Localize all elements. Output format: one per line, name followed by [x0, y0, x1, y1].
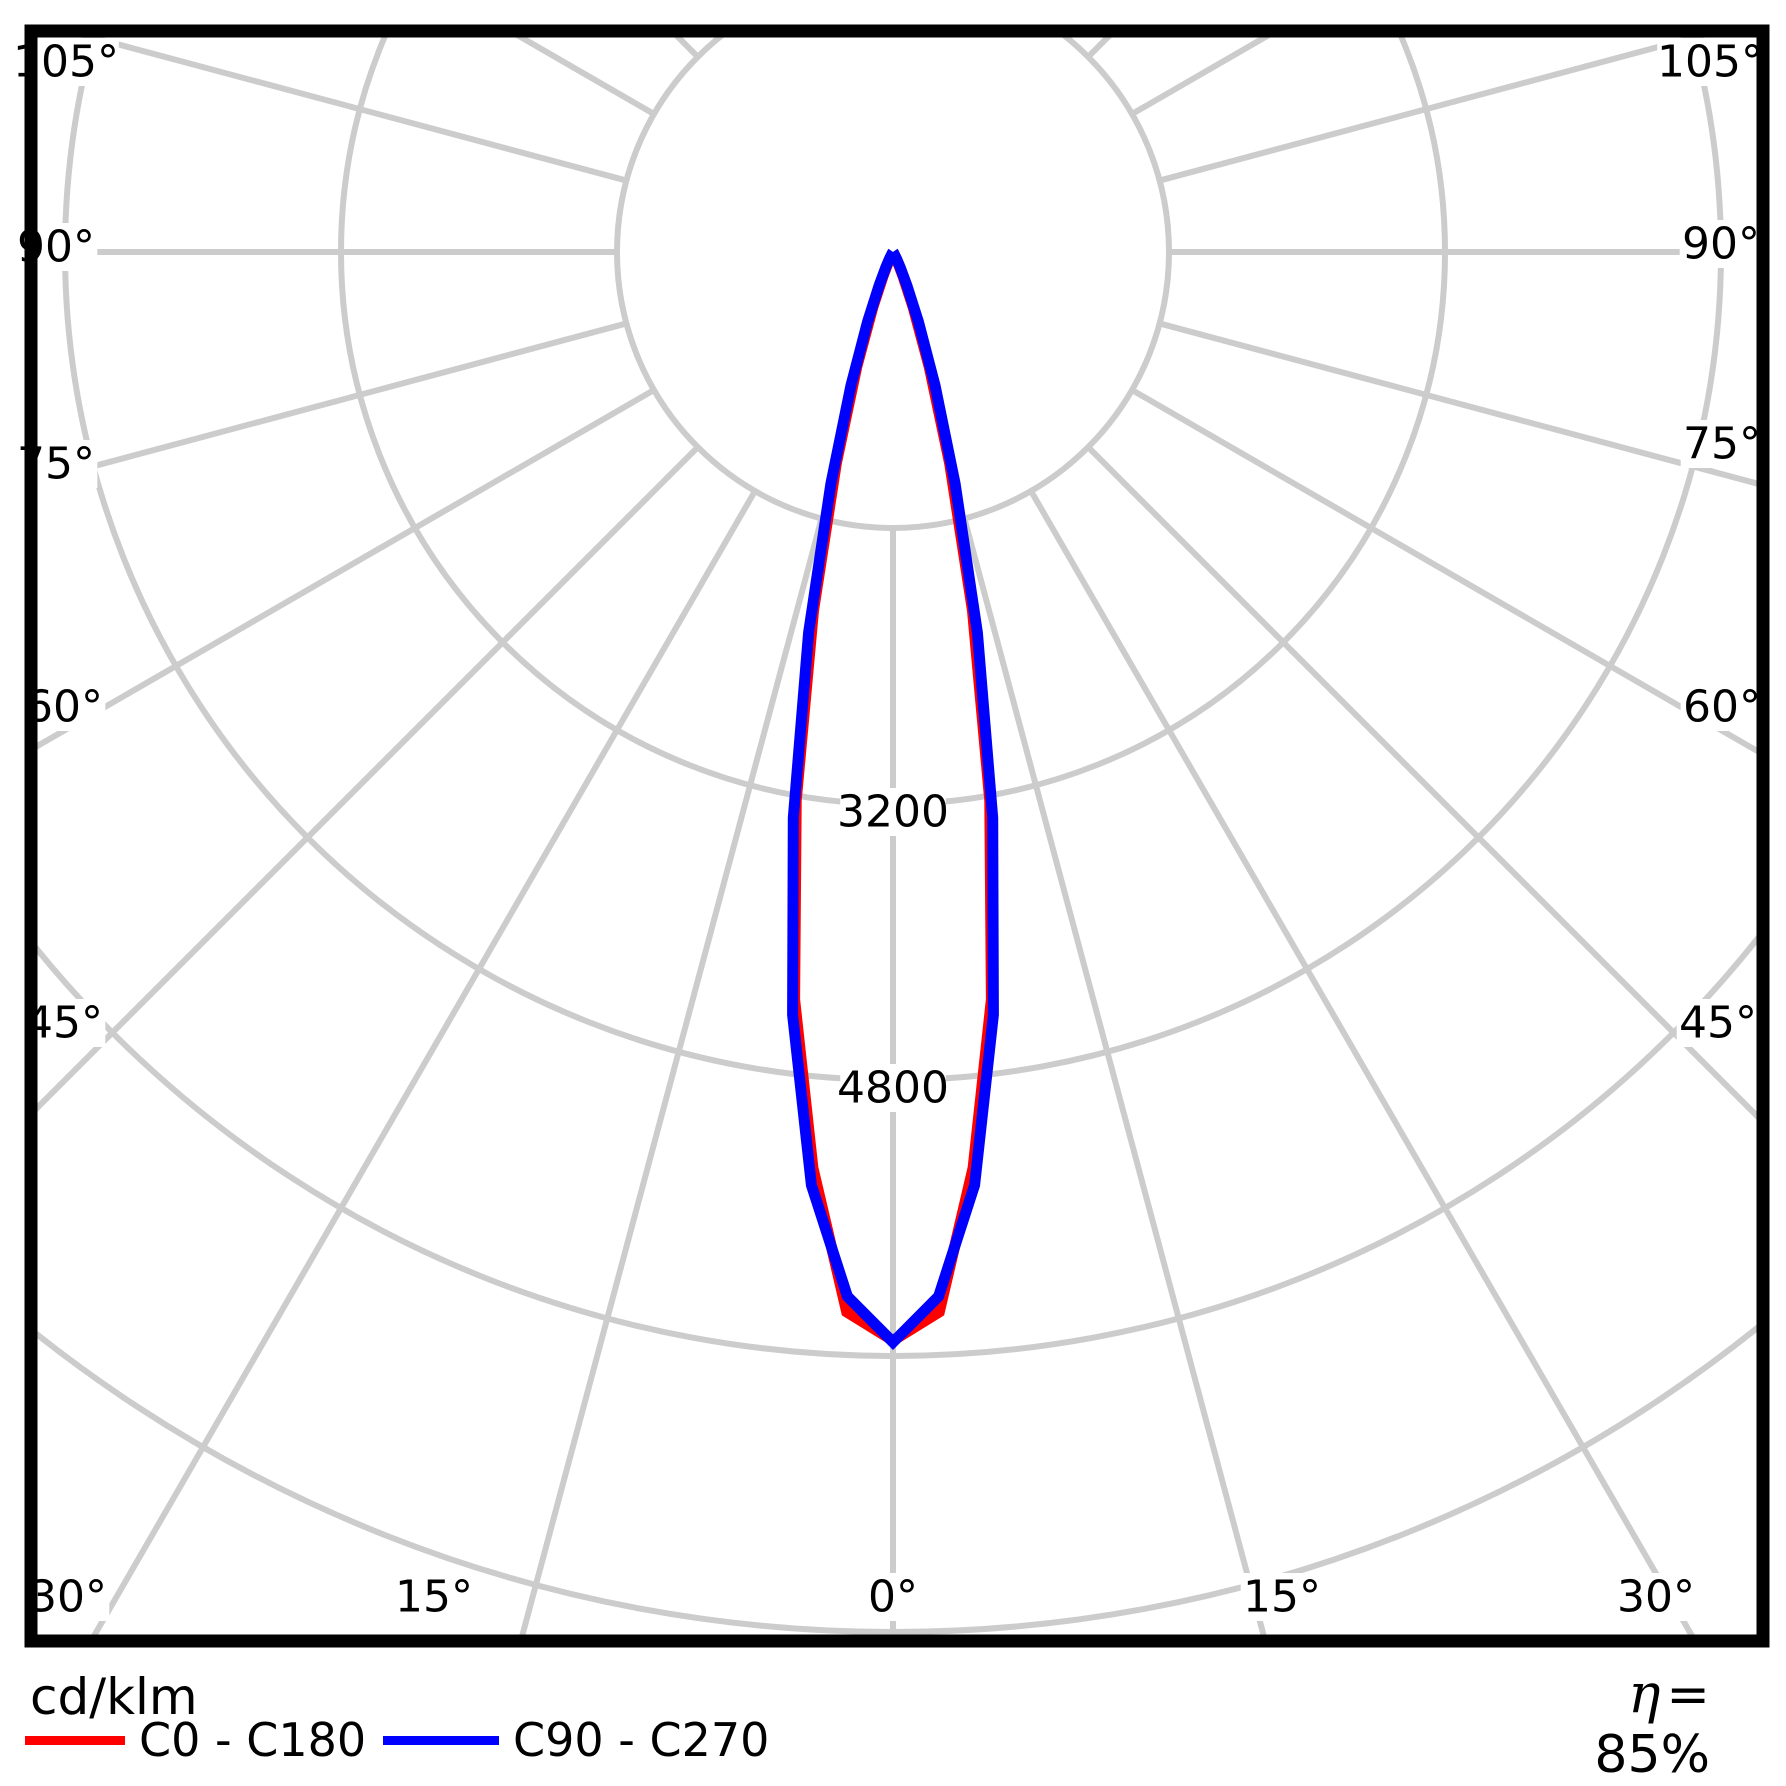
grid-radial-line	[37, 387, 656, 750]
svg-text:45°: 45°	[1679, 998, 1757, 1049]
svg-text:0°: 0°	[868, 1572, 918, 1623]
legend-label-c90-c270: C90 - C270	[513, 1713, 770, 1767]
svg-text:15°: 15°	[395, 1572, 473, 1623]
legend-label-c0-c180: C0 - C180	[139, 1713, 367, 1767]
plot-border	[24, 24, 1770, 1648]
angle-label-right: 105°	[1657, 37, 1763, 88]
svg-text:105°: 105°	[1657, 37, 1763, 88]
angle-label-right: 75°	[1680, 419, 1764, 470]
eta-symbol: η	[1628, 1662, 1661, 1725]
svg-text:15°: 15°	[1243, 1572, 1321, 1623]
ring-value-label: 4800	[837, 1063, 949, 1114]
grid-radial-line	[91, 489, 758, 1635]
grid-radial-line	[1158, 37, 1706, 184]
grid-radial-line	[80, 37, 628, 184]
svg-text:60°: 60°	[25, 682, 103, 733]
svg-text:60°: 60°	[1683, 682, 1761, 733]
grid-radial-line	[1130, 387, 1757, 755]
angle-label-left: 60°	[22, 682, 106, 733]
grid-radial-line	[37, 445, 700, 1112]
grid-radial-line	[1028, 489, 1695, 1635]
grid-radial-line	[961, 517, 1267, 1635]
legend-swatch-blue-line	[383, 1735, 499, 1745]
grid-radial-line	[1158, 320, 1757, 487]
legend-item-c0-c180: C0 - C180	[25, 1713, 367, 1767]
angle-label-right: 45°	[1676, 998, 1760, 1049]
angle-label-bottom: 15°	[1240, 1572, 1324, 1623]
efficiency-value: = 85%	[1594, 1665, 1710, 1785]
svg-text:30°: 30°	[1617, 1572, 1695, 1623]
ring-value-label: 3200	[837, 787, 949, 838]
grid-radial-line	[519, 517, 825, 1635]
angle-label-bottom: 0°	[863, 1572, 923, 1623]
angle-label-bottom: 30°	[26, 1572, 110, 1623]
svg-text:4800: 4800	[837, 1063, 949, 1114]
angle-label-bottom: 30°	[1614, 1572, 1698, 1623]
series-curve-c90-c270	[787, 248, 999, 1350]
svg-text:45°: 45°	[25, 998, 103, 1049]
legend-item-c90-c270: C90 - C270	[383, 1713, 770, 1767]
angle-label-right: 60°	[1680, 682, 1764, 733]
angle-label-bottom: 15°	[392, 1572, 476, 1623]
legend-swatch-red-line	[25, 1735, 125, 1745]
grid-radial-line	[1086, 445, 1757, 1120]
svg-text:30°: 30°	[29, 1572, 107, 1623]
grid-radial-line	[37, 320, 628, 485]
efficiency-label: η = 85%	[1510, 1662, 1710, 1785]
svg-text:3200: 3200	[837, 787, 949, 838]
legend: C0 - C180 C90 - C270	[0, 1713, 1786, 1768]
angle-label-right: 90°	[1679, 219, 1763, 270]
svg-text:75°: 75°	[1683, 419, 1761, 470]
units-label: cd/klm	[30, 1668, 198, 1726]
svg-text:90°: 90°	[1682, 219, 1760, 270]
